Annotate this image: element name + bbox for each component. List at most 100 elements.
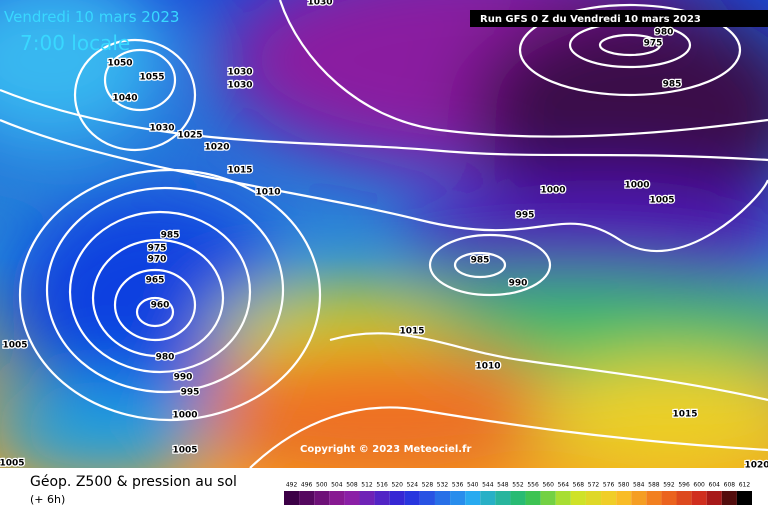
legend-label: 520 bbox=[391, 482, 403, 489]
legend-label: 580 bbox=[618, 482, 630, 489]
isobar-label: 980 bbox=[655, 28, 674, 38]
legend-label: 544 bbox=[482, 482, 494, 489]
isobar-label: 1025 bbox=[177, 131, 202, 141]
legend-swatch bbox=[706, 491, 722, 505]
legend-label: 600 bbox=[693, 482, 705, 489]
footer-lead: (+ 6h) bbox=[30, 493, 65, 506]
legend-swatch bbox=[480, 491, 496, 505]
isobar-label: 1050 bbox=[107, 59, 132, 69]
legend-label: 512 bbox=[361, 482, 373, 489]
legend-swatch bbox=[495, 491, 511, 505]
legend-swatch bbox=[661, 491, 677, 505]
isobar-label: 1055 bbox=[139, 73, 164, 83]
legend-label: 548 bbox=[497, 482, 509, 489]
legend-swatch bbox=[374, 491, 390, 505]
isobar-label: 985 bbox=[663, 80, 682, 90]
isobar-label: 995 bbox=[516, 211, 535, 221]
legend-label: 588 bbox=[648, 482, 660, 489]
legend-swatch bbox=[284, 491, 300, 505]
legend-label: 596 bbox=[678, 482, 690, 489]
map-background bbox=[0, 0, 768, 468]
copyright: Copyright © 2023 Meteociel.fr bbox=[300, 444, 471, 455]
isobar-label: 1015 bbox=[672, 410, 697, 420]
legend-label: 540 bbox=[467, 482, 479, 489]
legend-swatch bbox=[676, 491, 692, 505]
isobar-label: 1030 bbox=[227, 68, 252, 78]
isobar-label: 990 bbox=[509, 279, 528, 289]
isobar-label: 990 bbox=[174, 373, 193, 383]
legend-label: 504 bbox=[331, 482, 343, 489]
legend-swatch bbox=[691, 491, 707, 505]
legend-label: 524 bbox=[407, 482, 419, 489]
legend-swatch bbox=[555, 491, 571, 505]
isobar-label: 1015 bbox=[399, 327, 424, 337]
legend-swatch bbox=[465, 491, 481, 505]
isobar-label: 980 bbox=[156, 353, 175, 363]
legend-swatch bbox=[359, 491, 375, 505]
legend-swatch bbox=[631, 491, 647, 505]
isobar-label: 965 bbox=[146, 276, 165, 286]
legend-swatch bbox=[570, 491, 586, 505]
isobar-label: 985 bbox=[161, 231, 180, 241]
isobar-label: 960 bbox=[151, 301, 170, 311]
date: Vendredi 10 mars 2023 bbox=[4, 8, 179, 26]
legend-label: 560 bbox=[542, 482, 554, 489]
isobar-label: 985 bbox=[471, 256, 490, 266]
legend-label: 508 bbox=[346, 482, 358, 489]
isobar-label: 1020 bbox=[204, 143, 229, 153]
legend-label: 608 bbox=[724, 482, 736, 489]
isobars bbox=[0, 0, 768, 468]
legend-swatch bbox=[329, 491, 345, 505]
legend-swatch bbox=[736, 491, 752, 505]
legend-label: 568 bbox=[573, 482, 585, 489]
legend-label: 572 bbox=[588, 482, 600, 489]
run-info: Run GFS 0 Z du Vendredi 10 mars 2023 bbox=[480, 14, 701, 25]
isobar-label: 1005 bbox=[0, 459, 25, 469]
isobar-label: 1040 bbox=[112, 94, 137, 104]
legend-swatch bbox=[646, 491, 662, 505]
isobar-label: 970 bbox=[148, 255, 167, 265]
isobar-label: 1000 bbox=[624, 181, 649, 191]
legend-swatch bbox=[450, 491, 466, 505]
isobar-label: 975 bbox=[644, 39, 663, 49]
time: 7:00 locale bbox=[20, 31, 130, 55]
legend-label: 576 bbox=[603, 482, 615, 489]
isobar-label: 1010 bbox=[255, 188, 280, 198]
isobar-label: 1010 bbox=[475, 362, 500, 372]
legend-label: 552 bbox=[512, 482, 524, 489]
isobar-label: 1005 bbox=[649, 196, 674, 206]
legend-label: 528 bbox=[422, 482, 434, 489]
isobar-label: 1030 bbox=[227, 81, 252, 91]
legend-swatch bbox=[344, 491, 360, 505]
legend-label: 584 bbox=[633, 482, 645, 489]
isobar-label: 1005 bbox=[2, 341, 27, 351]
legend-swatch bbox=[419, 491, 435, 505]
isobar-label: 995 bbox=[181, 388, 200, 398]
isobar-label: 1015 bbox=[227, 166, 252, 176]
legend-label: 604 bbox=[709, 482, 721, 489]
isobar-label: 1005 bbox=[172, 446, 197, 456]
legend-label: 496 bbox=[301, 482, 313, 489]
legend-swatch bbox=[721, 491, 737, 505]
isobar-label: 1000 bbox=[172, 411, 197, 421]
legend-label: 536 bbox=[452, 482, 464, 489]
legend-label: 532 bbox=[437, 482, 449, 489]
isobar-label: 1020 bbox=[744, 461, 768, 471]
legend-label: 612 bbox=[739, 482, 751, 489]
legend-label: 492 bbox=[286, 482, 298, 489]
legend-swatch bbox=[389, 491, 405, 505]
legend-label: 564 bbox=[558, 482, 570, 489]
legend-swatch bbox=[434, 491, 451, 505]
legend-label: 592 bbox=[663, 482, 675, 489]
legend-swatch bbox=[299, 491, 315, 505]
legend-label: 516 bbox=[376, 482, 388, 489]
run-banner bbox=[470, 10, 768, 27]
footer-title: Géop. Z500 & pression au sol bbox=[30, 474, 237, 490]
legend-swatch bbox=[404, 491, 420, 505]
isobar-label: 1030 bbox=[307, 0, 332, 8]
isobar-label: 1000 bbox=[540, 186, 565, 196]
isobar-label: 1030 bbox=[149, 124, 174, 134]
legend-swatch bbox=[314, 491, 330, 505]
